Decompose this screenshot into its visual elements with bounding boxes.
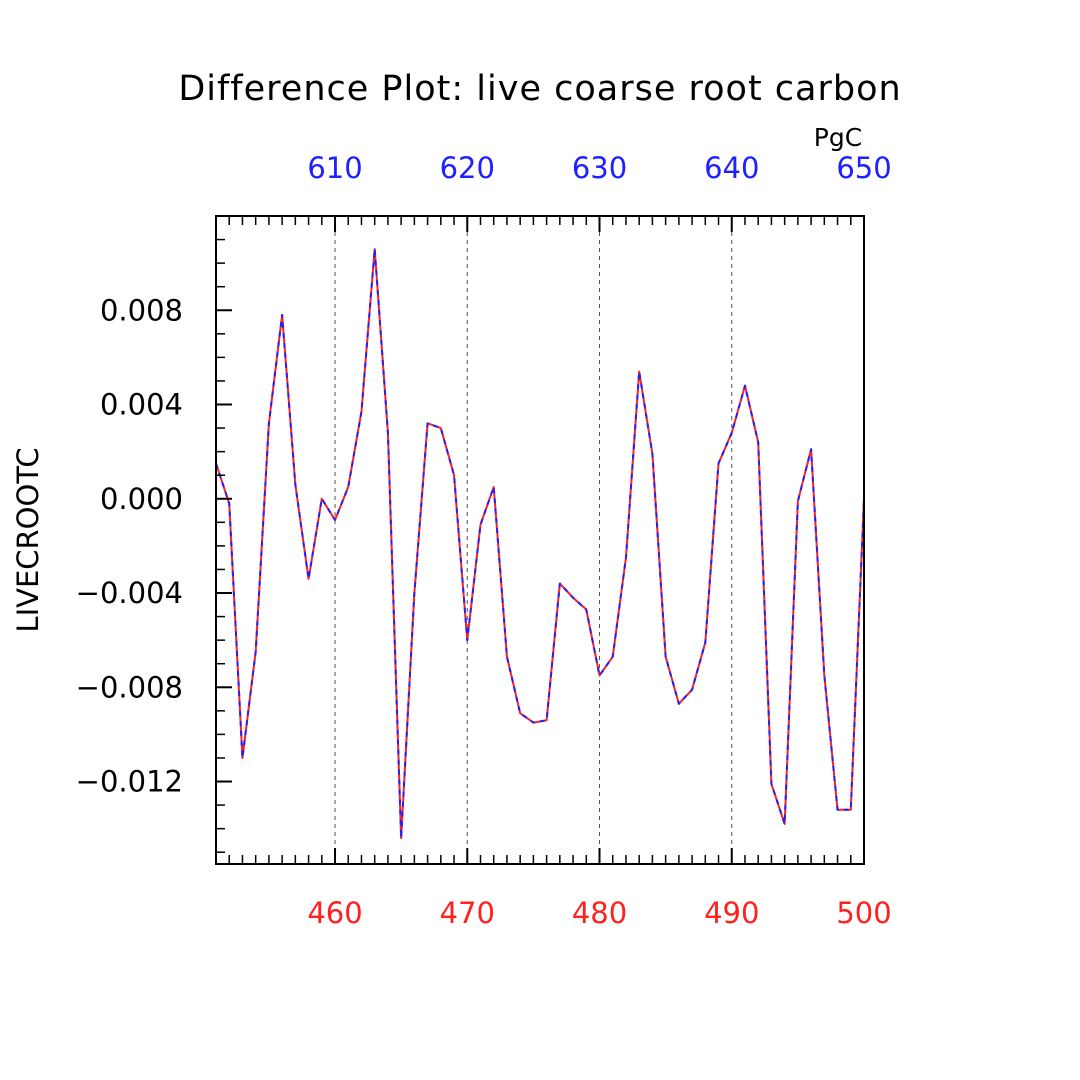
- y-axis-label: LIVECROOTC: [11, 447, 45, 632]
- series-line-solid: [215, 247, 865, 840]
- y-tick-label: 0.004: [100, 388, 183, 422]
- series-lines: [215, 247, 865, 840]
- plot-frame: [215, 215, 865, 865]
- y-tick-label: −0.012: [76, 765, 183, 799]
- top-tick-label: 650: [836, 151, 891, 185]
- top-tick-label: 640: [704, 151, 759, 185]
- grid-lines: [334, 216, 733, 864]
- top-tick-label: 630: [572, 151, 627, 185]
- series-line-dashed: [215, 247, 865, 840]
- bottom-tick-label: 490: [704, 896, 759, 930]
- y-tick-label: 0.000: [100, 482, 183, 516]
- top-axis-units: PgC: [814, 123, 862, 152]
- axis-ticks: [215, 216, 865, 864]
- bottom-tick-label: 500: [836, 896, 891, 930]
- y-tick-label: 0.008: [100, 293, 183, 327]
- bottom-tick-label: 470: [440, 896, 495, 930]
- top-tick-label: 610: [307, 151, 362, 185]
- y-tick-label: −0.008: [76, 670, 183, 704]
- tick-labels: 460 470 480 490 500 610 620 630 640 650 −0.012 −0.0…: [76, 151, 892, 930]
- chart-title: Difference Plot: live coarse root carbon: [178, 69, 901, 109]
- bottom-tick-label: 480: [572, 896, 627, 930]
- bottom-tick-label: 460: [307, 896, 362, 930]
- plot-border: [215, 215, 865, 865]
- y-tick-label: −0.004: [76, 576, 183, 610]
- top-tick-label: 620: [440, 151, 495, 185]
